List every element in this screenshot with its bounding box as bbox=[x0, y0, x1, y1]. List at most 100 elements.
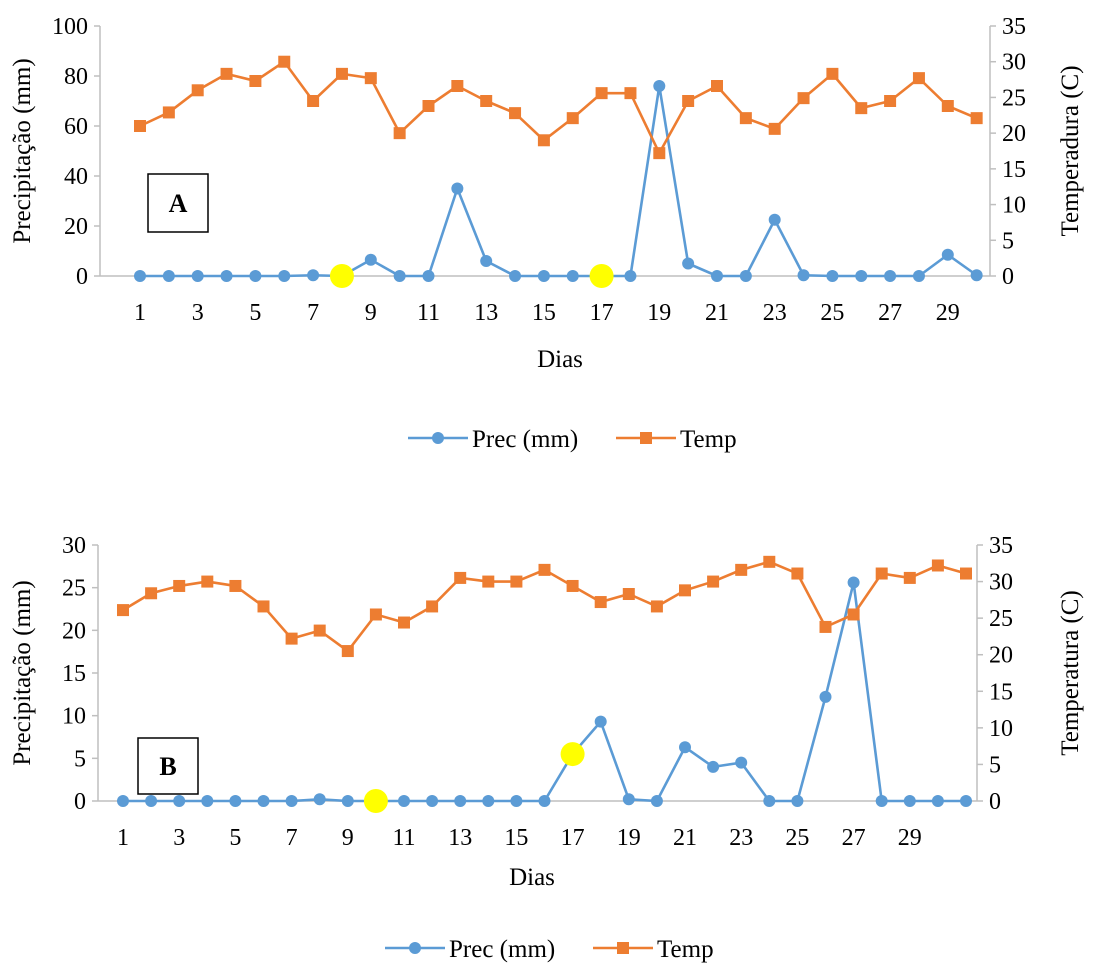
right-tick-label: 15 bbox=[1002, 157, 1026, 183]
temp-data-point bbox=[791, 567, 804, 580]
temp-data-point bbox=[768, 122, 781, 135]
prec-data-point bbox=[278, 270, 291, 282]
prec-data-point bbox=[220, 270, 233, 282]
prec-data-point bbox=[875, 795, 888, 807]
left-tick-label: 5 bbox=[74, 746, 86, 772]
panel-label: B bbox=[159, 752, 176, 781]
prec-data-point bbox=[454, 795, 467, 807]
temp-series-line bbox=[139, 60, 978, 155]
prec-data-point bbox=[191, 270, 204, 282]
temp-data-point bbox=[134, 120, 146, 132]
temp-data-point bbox=[426, 600, 439, 613]
x-tick-label: 15 bbox=[504, 825, 528, 851]
prec-data-point bbox=[537, 270, 550, 282]
temp-data-point bbox=[509, 107, 522, 120]
prec-data-point bbox=[847, 576, 860, 589]
right-tick-label: 35 bbox=[989, 533, 1013, 559]
x-tick-label: 17 bbox=[561, 825, 585, 851]
temp-data-point bbox=[307, 95, 320, 107]
x-axis-title: Dias bbox=[537, 346, 583, 373]
temp-data-point bbox=[739, 112, 752, 125]
prec-data-point bbox=[257, 795, 270, 807]
prec-data-point bbox=[229, 795, 242, 807]
right-tick-label: 30 bbox=[989, 570, 1013, 596]
prec-data-point bbox=[739, 270, 752, 282]
x-tick-label: 13 bbox=[448, 825, 472, 851]
prec-data-point bbox=[653, 80, 666, 92]
prec-data-point bbox=[931, 795, 944, 807]
prec-data-point bbox=[364, 253, 377, 266]
left-tick-label: 0 bbox=[76, 264, 88, 290]
temp-data-point bbox=[847, 608, 860, 621]
left-tick-label: 80 bbox=[64, 64, 88, 90]
prec-data-point bbox=[201, 795, 214, 807]
right-tick-label: 10 bbox=[1002, 193, 1026, 219]
x-tick-label: 29 bbox=[936, 300, 960, 326]
temp-data-point bbox=[735, 563, 748, 576]
left-tick-label: 10 bbox=[62, 704, 86, 730]
temp-data-point bbox=[313, 624, 326, 637]
prec-data-point bbox=[451, 182, 464, 195]
prec-data-point bbox=[422, 270, 435, 282]
prec-data-point bbox=[480, 255, 493, 267]
temp-data-point bbox=[970, 112, 983, 125]
temp-data-point bbox=[650, 600, 663, 613]
temp-data-point bbox=[960, 567, 972, 580]
right-tick-label: 10 bbox=[989, 716, 1013, 742]
temp-data-point bbox=[875, 567, 888, 580]
temp-data-point bbox=[707, 575, 720, 588]
temp-data-point bbox=[257, 600, 270, 613]
temp-data-point bbox=[537, 134, 550, 147]
right-y-axis-title: Temperadura (C) bbox=[1057, 65, 1084, 236]
highlight-marker bbox=[329, 264, 354, 288]
right-tick-label: 20 bbox=[989, 643, 1013, 669]
highlight-marker bbox=[560, 742, 585, 767]
temp-data-point bbox=[826, 67, 839, 80]
legend-prec-marker bbox=[432, 432, 444, 444]
highlight-marker bbox=[589, 264, 614, 288]
left-tick-label: 100 bbox=[52, 14, 88, 40]
temp-data-point bbox=[797, 92, 810, 105]
temp-data-point bbox=[711, 80, 723, 92]
prec-data-point bbox=[509, 270, 522, 282]
prec-data-point bbox=[313, 793, 326, 806]
temp-data-point bbox=[595, 87, 608, 100]
x-tick-label: 21 bbox=[673, 825, 697, 851]
prec-data-point bbox=[510, 795, 523, 807]
temp-data-point bbox=[653, 147, 666, 160]
prec-data-point bbox=[970, 269, 983, 282]
temp-data-point bbox=[229, 579, 242, 592]
temp-data-point bbox=[220, 67, 233, 80]
right-tick-label: 5 bbox=[1002, 228, 1014, 254]
temp-data-point bbox=[173, 579, 186, 592]
panel-label: A bbox=[169, 189, 188, 218]
right-tick-label: 20 bbox=[1002, 121, 1026, 147]
prec-data-point bbox=[145, 795, 158, 807]
temp-data-point bbox=[145, 587, 158, 600]
right-tick-label: 5 bbox=[989, 752, 1001, 778]
x-tick-label: 25 bbox=[820, 300, 844, 326]
prec-data-point bbox=[134, 270, 146, 282]
panel-label-box bbox=[147, 173, 209, 233]
temp-data-point bbox=[162, 106, 175, 119]
temp-data-point bbox=[819, 620, 832, 633]
temp-data-point bbox=[855, 102, 868, 115]
prec-data-point bbox=[538, 795, 551, 807]
prec-data-point bbox=[594, 715, 607, 728]
x-tick-label: 5 bbox=[229, 825, 241, 851]
legend-temp-marker bbox=[640, 432, 652, 444]
x-tick-label: 19 bbox=[647, 300, 671, 326]
temp-data-point bbox=[117, 604, 129, 617]
temp-data-point bbox=[566, 579, 579, 592]
x-tick-label: 9 bbox=[365, 300, 377, 326]
temp-data-point bbox=[285, 632, 298, 645]
left-tick-label: 15 bbox=[62, 661, 86, 687]
prec-data-point bbox=[622, 793, 635, 806]
left-y-axis-title: Precipitação (mm) bbox=[9, 580, 36, 765]
prec-series-line bbox=[123, 581, 966, 803]
temp-data-point bbox=[191, 84, 204, 97]
highlight-marker bbox=[363, 789, 388, 813]
left-tick-label: 0 bbox=[74, 789, 86, 815]
